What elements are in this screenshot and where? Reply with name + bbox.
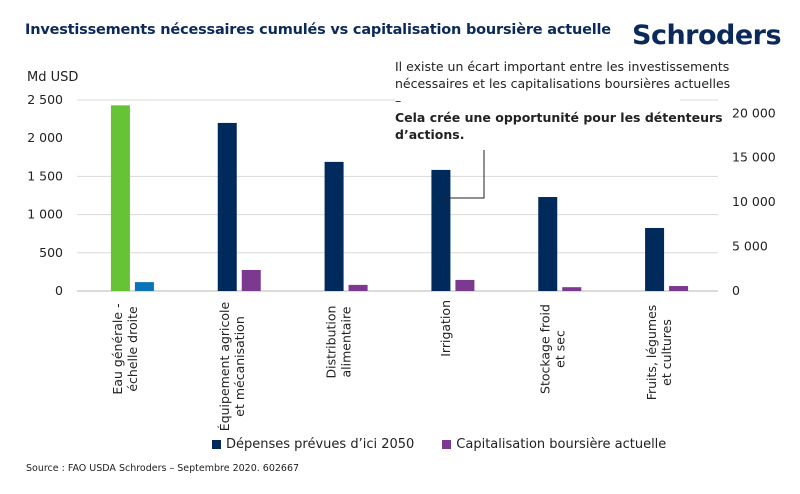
right-y-tick-label: 20 000 xyxy=(732,105,776,120)
bar-capitalisation xyxy=(348,284,368,291)
bar-capitalisation xyxy=(455,279,475,291)
x-category-label: Fruits, légumeset cultures xyxy=(644,305,674,401)
left-y-axis: 2 500 2 000 1 500 1 000 500 0 xyxy=(27,92,63,298)
bar-depenses xyxy=(538,197,558,291)
bar-depenses xyxy=(324,161,344,291)
x-category-label-line: Eau générale - xyxy=(110,303,125,394)
x-category-label-line: Distribution xyxy=(324,306,339,379)
x-category-label-line: Stockage froid xyxy=(537,304,552,394)
x-category-label: Équipement agricoleet mécanisation xyxy=(217,301,247,431)
left-y-tick-label: 2 500 xyxy=(27,92,63,107)
x-axis-categories: Eau générale -échelle droite Équipement a… xyxy=(110,300,674,431)
legend-item-depenses: Dépenses prévues d’ici 2050 xyxy=(212,437,414,452)
x-category-label-line: et mécanisation xyxy=(232,316,247,416)
bar-capitalisation xyxy=(669,286,689,291)
bar-depenses xyxy=(110,105,130,291)
bar-capitalisation xyxy=(241,269,261,291)
bar-depenses xyxy=(431,169,451,291)
x-category-label: Irrigation xyxy=(438,300,453,357)
bar-capitalisation xyxy=(134,282,154,291)
legend-swatch-capitalisation xyxy=(442,440,452,449)
x-category-label-line: échelle droite xyxy=(125,306,140,392)
left-y-tick-label: 500 xyxy=(39,245,63,260)
annotation-bold: Cela crée une opportunité pour les déten… xyxy=(395,110,723,142)
x-category-label-line: et cultures xyxy=(659,319,674,386)
y-axis-unit-label: Md USD xyxy=(27,70,79,85)
annotation-callout-line xyxy=(440,150,485,199)
x-category-label-line: Fruits, légumes xyxy=(644,305,659,401)
legend-item-capitalisation: Capitalisation boursière actuelle xyxy=(442,437,666,452)
left-y-tick-label: 1 000 xyxy=(27,207,63,222)
left-y-tick-label: 2 000 xyxy=(27,130,63,145)
schroders-logo: Schroders xyxy=(632,20,782,51)
bar-depenses xyxy=(217,122,237,291)
legend-label-capitalisation: Capitalisation boursière actuelle xyxy=(456,437,667,452)
left-y-tick-label: 1 500 xyxy=(27,168,63,183)
legend-swatch-depenses xyxy=(212,440,221,449)
bars xyxy=(110,105,689,291)
right-y-tick-label: 0 xyxy=(732,283,740,298)
bar-depenses xyxy=(645,227,665,291)
chart-title: Investissements nécessaires cumulés vs c… xyxy=(25,22,611,38)
right-y-tick-label: 5 000 xyxy=(732,239,768,254)
legend: Dépenses prévues d’ici 2050 Capitalisati… xyxy=(212,437,666,452)
x-category-label-line: Irrigation xyxy=(438,300,453,357)
right-y-tick-label: 15 000 xyxy=(732,150,776,165)
right-y-axis: 20 000 15 000 10 000 5 000 0 xyxy=(732,105,776,298)
annotation-text: Il existe un écart important entre les i… xyxy=(395,58,740,143)
legend-label-depenses: Dépenses prévues d’ici 2050 xyxy=(226,437,415,452)
x-category-label-line: Équipement agricole xyxy=(217,301,232,431)
right-y-tick-label: 10 000 xyxy=(732,194,776,209)
left-y-tick-label: 0 xyxy=(55,283,63,298)
annotation-normal: Il existe un écart important entre les i… xyxy=(395,59,731,108)
x-category-label: Distributionalimentaire xyxy=(324,306,354,379)
bar-capitalisation xyxy=(562,287,582,291)
x-category-label: Eau générale -échelle droite xyxy=(110,303,140,394)
x-category-label-line: et sec xyxy=(552,330,567,368)
source-note: Source : FAO USDA Schroders – Septembre … xyxy=(26,463,300,474)
x-category-label: Stockage froidet sec xyxy=(537,304,567,394)
x-category-label-line: alimentaire xyxy=(339,306,354,377)
gridlines xyxy=(77,99,718,292)
